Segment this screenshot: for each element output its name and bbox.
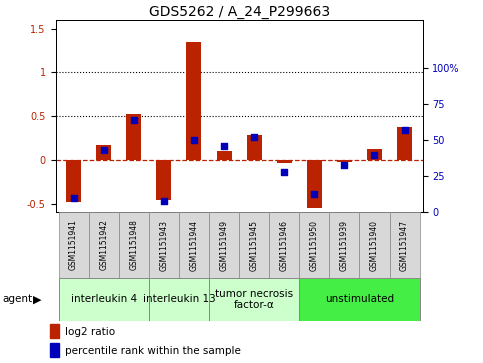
Bar	[156, 160, 171, 200]
Point	[311, 191, 318, 196]
Text: GSM1151948: GSM1151948	[129, 220, 138, 270]
Point	[100, 147, 108, 153]
Bar	[329, 212, 359, 278]
Bar	[299, 278, 420, 321]
Text: GSM1151950: GSM1151950	[310, 220, 319, 270]
Bar	[299, 212, 329, 278]
Text: interleukin 4: interleukin 4	[71, 294, 137, 305]
Text: ▶: ▶	[33, 294, 42, 305]
Bar	[277, 160, 292, 163]
Text: percentile rank within the sample: percentile rank within the sample	[65, 346, 241, 356]
Bar	[389, 212, 420, 278]
Text: interleukin 13: interleukin 13	[142, 294, 215, 305]
Bar	[96, 145, 111, 160]
Bar	[209, 278, 299, 321]
Text: GSM1151941: GSM1151941	[69, 220, 78, 270]
Bar	[149, 278, 209, 321]
Point	[341, 162, 348, 168]
Point	[250, 134, 258, 140]
Point	[190, 137, 198, 143]
Text: GSM1151944: GSM1151944	[189, 220, 199, 270]
Text: GSM1151947: GSM1151947	[400, 220, 409, 270]
Bar	[209, 212, 239, 278]
Bar	[179, 212, 209, 278]
Bar	[119, 212, 149, 278]
Point	[370, 152, 378, 158]
Point	[160, 198, 168, 204]
Text: GSM1151949: GSM1151949	[220, 220, 228, 270]
Bar	[149, 212, 179, 278]
Bar	[359, 212, 389, 278]
Point	[401, 127, 409, 133]
Bar	[247, 135, 262, 160]
Text: GSM1151946: GSM1151946	[280, 220, 289, 270]
Bar	[367, 148, 382, 160]
Text: log2 ratio: log2 ratio	[65, 327, 115, 337]
Text: GSM1151945: GSM1151945	[250, 220, 258, 270]
Text: GSM1151940: GSM1151940	[370, 220, 379, 270]
Bar	[58, 278, 149, 321]
Text: agent: agent	[2, 294, 32, 305]
Bar	[50, 343, 59, 358]
Bar	[216, 151, 231, 160]
Bar	[66, 160, 81, 202]
Text: GSM1151939: GSM1151939	[340, 220, 349, 270]
Bar	[269, 212, 299, 278]
Text: GSM1151942: GSM1151942	[99, 220, 108, 270]
Bar	[50, 324, 59, 338]
Bar	[397, 127, 412, 160]
Bar	[126, 114, 142, 160]
Bar	[186, 42, 201, 160]
Bar	[337, 160, 352, 162]
Point	[220, 143, 228, 149]
Bar	[307, 160, 322, 208]
Text: unstimulated: unstimulated	[325, 294, 394, 305]
Point	[70, 195, 77, 201]
Point	[130, 117, 138, 123]
Text: tumor necrosis
factor-α: tumor necrosis factor-α	[215, 289, 293, 310]
Bar	[239, 212, 269, 278]
Text: GSM1151943: GSM1151943	[159, 220, 169, 270]
Point	[280, 169, 288, 175]
Bar	[89, 212, 119, 278]
Title: GDS5262 / A_24_P299663: GDS5262 / A_24_P299663	[149, 5, 329, 19]
Bar	[58, 212, 89, 278]
